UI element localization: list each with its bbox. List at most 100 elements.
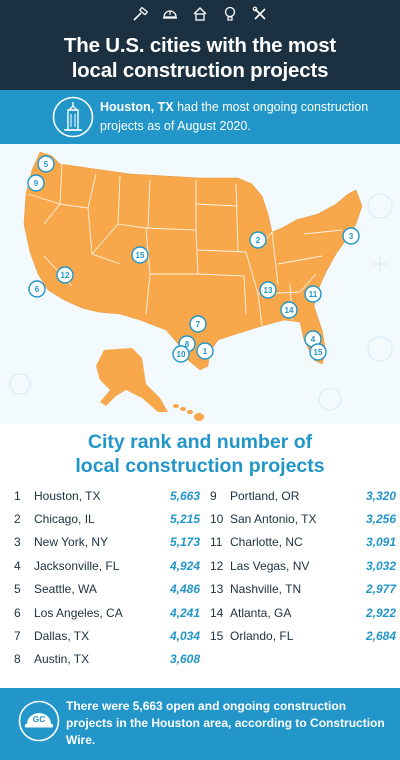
map-marker-san-antonio[interactable]: 10 [172,345,190,363]
rank-city: Chicago, IL [34,512,95,527]
banner-text: Houston, TX had the most ongoing constru… [100,98,395,136]
rank-value: 3,320 [365,488,396,503]
contiguous-us-shape [23,151,363,371]
hawaii-shape [173,404,204,421]
hammer-icon [133,7,148,21]
ranking-row: 7 Dallas, TX 4,034 [14,624,200,647]
map-marker-houston[interactable]: 1 [196,342,214,360]
rank-city: Houston, TX [34,488,101,503]
house-icon [193,7,207,21]
map-marker-jacksonville[interactable]: 4 [304,330,322,348]
rank-city: Dallas, TX [34,629,90,644]
svg-text:9: 9 [34,179,39,188]
rank-number: 8 [14,652,21,667]
rank-number: 11 [210,535,223,550]
svg-text:13: 13 [264,286,273,295]
rank-number: 13 [210,582,224,597]
rank-city: Austin, TX [34,652,90,667]
ranking-row: 9 Portland, OR 3,320 [210,484,396,507]
ranking-row: 10 San Antonio, TX 3,256 [210,507,396,530]
ranking-row: 8 Austin, TX 3,608 [14,648,200,671]
svg-text:5: 5 [44,160,49,169]
svg-text:14: 14 [285,306,294,315]
rank-value: 3,608 [169,652,200,667]
map-svg: 1 2 3 4 5 6 7 8 9 10 11 12 13 14 15 15 [9,151,393,421]
highlight-banner: Houston, TX had the most ongoing constru… [0,90,400,144]
rank-city: New York, NY [34,535,109,550]
rank-city: Orlando, FL [230,629,294,644]
rank-value: 5,215 [169,512,200,527]
ranking-row: 2 Chicago, IL 5,215 [14,507,200,530]
rank-value: 2,922 [365,605,396,620]
svg-text:6: 6 [35,285,40,294]
svg-text:2: 2 [256,236,261,245]
banner-highlight: Houston, TX [100,100,174,114]
svg-text:4: 4 [311,335,316,344]
header: The U.S. cities with the most local cons… [0,0,400,90]
page-title: The U.S. cities with the most local cons… [10,33,390,83]
rank-value: 2,684 [365,629,396,644]
lightbulb-icon [224,6,236,21]
rank-value: 3,256 [365,512,396,527]
ranking-row: 5 Seattle, WA 4,486 [14,578,200,601]
map-marker-los-angeles[interactable]: 6 [28,280,46,298]
rank-city: Charlotte, NC [230,535,303,550]
footer-text: There were 5,663 open and ongoing constr… [66,699,385,747]
rank-city: Nashville, TN [230,582,302,597]
map-marker-denver[interactable]: 15 [131,246,149,264]
rank-value: 5,173 [169,535,200,550]
header-icon-row [0,6,400,22]
rank-number: 14 [210,605,224,620]
rank-value: 4,924 [169,558,200,573]
tools-icon [252,6,266,20]
rank-value: 4,241 [169,605,200,620]
map-marker-atlanta[interactable]: 14 [280,301,298,319]
ranking-list: 1 Houston, TX 5,663 2 Chicago, IL 5,215 3 New… [14,484,396,674]
map-marker-charlotte[interactable]: 11 [304,285,322,303]
svg-text:1: 1 [203,347,208,356]
state-lines [27,163,343,327]
map-marker-portland[interactable]: 9 [27,174,45,192]
footer: GC There were 5,663 open and ongoing con… [0,688,400,760]
us-map: 1 2 3 4 5 6 7 8 9 10 11 12 13 14 15 15 [0,144,400,424]
rank-value: 3,091 [365,535,396,550]
map-marker-chicago[interactable]: 2 [249,231,267,249]
ranking-row: 12 Las Vegas, NV 3,032 [210,554,396,577]
svg-text:7: 7 [196,320,201,329]
ranking-row: 1 Houston, TX 5,663 [14,484,200,507]
banner-body: had the most ongoing construction projec… [100,100,369,133]
rank-number: 2 [14,512,21,527]
ranking-row: 4 Jacksonville, FL 4,924 [14,554,200,577]
rank-number: 10 [210,512,224,527]
svg-text:10: 10 [177,350,186,359]
map-marker-orlando[interactable]: 15 [309,343,327,361]
rank-number: 15 [210,629,224,644]
rank-number: 7 [14,629,21,644]
svg-text:GC: GC [33,714,46,724]
map-marker-seattle[interactable]: 5 [37,155,55,173]
ranking-row: 11 Charlotte, NC 3,091 [210,531,396,554]
svg-text:3: 3 [349,232,354,241]
map-marker-new-york[interactable]: 3 [342,227,360,245]
background-decoration [9,193,393,411]
ranking-row: 15 Orlando, FL 2,684 [210,624,396,647]
rank-city: Las Vegas, NV [230,558,310,573]
title-line-1: The U.S. cities with the most [63,34,337,57]
map-marker-las-vegas[interactable]: 12 [56,266,74,284]
alaska-shape [96,348,168,412]
rank-number: 9 [210,488,217,503]
ranking-title-line-2: local construction projects [75,455,325,477]
ranking-title: City rank and number of local constructi… [0,430,400,478]
rank-value: 4,486 [169,582,200,597]
map-marker-dallas[interactable]: 7 [189,315,207,333]
rank-city: San Antonio, TX [230,512,317,527]
rank-city: Seattle, WA [34,582,97,597]
rank-value: 2,977 [365,582,396,597]
rank-number: 1 [14,488,21,503]
rank-number: 3 [14,535,21,550]
rank-city: Portland, OR [230,488,300,503]
skyscraper-icon [52,96,94,138]
map-marker-nashville[interactable]: 13 [259,281,277,299]
hardhat-gc-icon: GC [18,700,60,742]
rank-value: 3,032 [365,558,396,573]
